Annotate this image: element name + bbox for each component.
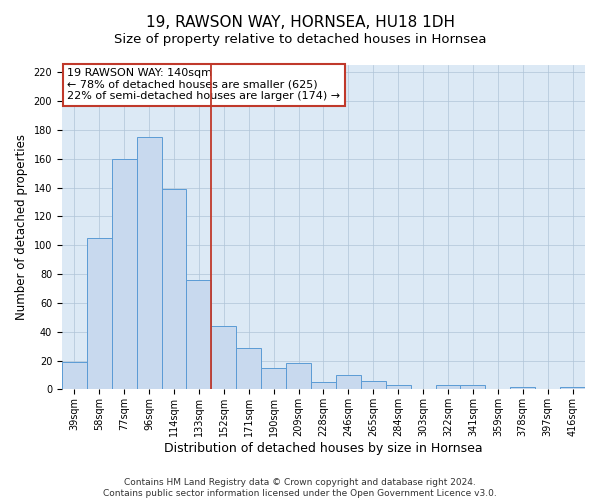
Bar: [560, 386, 585, 390]
Bar: [286, 364, 311, 390]
Bar: [386, 385, 410, 390]
Bar: [336, 375, 361, 390]
Y-axis label: Number of detached properties: Number of detached properties: [15, 134, 28, 320]
Text: 19 RAWSON WAY: 140sqm
← 78% of detached houses are smaller (625)
22% of semi-det: 19 RAWSON WAY: 140sqm ← 78% of detached …: [67, 68, 340, 102]
Bar: [161, 189, 187, 390]
Bar: [87, 238, 112, 390]
Bar: [211, 326, 236, 390]
Bar: [187, 280, 211, 390]
Bar: [460, 385, 485, 390]
Bar: [62, 362, 87, 390]
Bar: [112, 158, 137, 390]
Bar: [311, 382, 336, 390]
Bar: [261, 368, 286, 390]
Bar: [361, 381, 386, 390]
Bar: [236, 348, 261, 390]
Text: 19, RAWSON WAY, HORNSEA, HU18 1DH: 19, RAWSON WAY, HORNSEA, HU18 1DH: [146, 15, 455, 30]
Text: Size of property relative to detached houses in Hornsea: Size of property relative to detached ho…: [114, 32, 486, 46]
Bar: [436, 385, 460, 390]
X-axis label: Distribution of detached houses by size in Hornsea: Distribution of detached houses by size …: [164, 442, 483, 455]
Bar: [137, 137, 161, 390]
Bar: [510, 386, 535, 390]
Text: Contains HM Land Registry data © Crown copyright and database right 2024.
Contai: Contains HM Land Registry data © Crown c…: [103, 478, 497, 498]
